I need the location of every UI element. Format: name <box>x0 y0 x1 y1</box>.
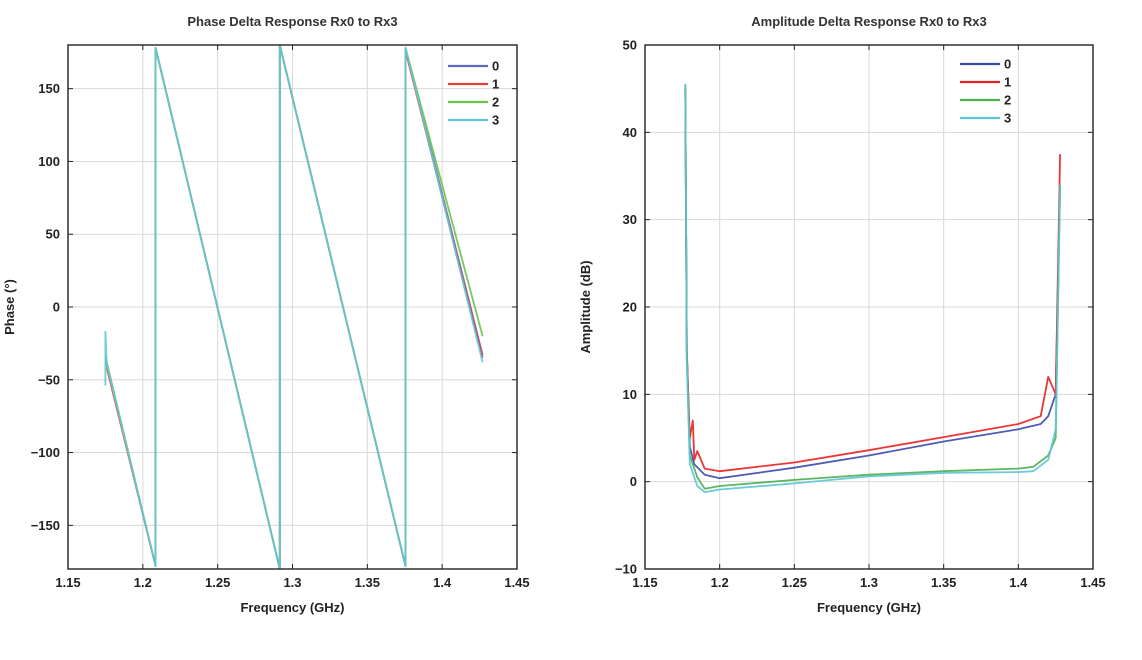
x-axis-label: Frequency (GHz) <box>817 600 921 615</box>
x-tick-label: 1.3 <box>860 575 878 590</box>
x-tick-label: 1.15 <box>632 575 657 590</box>
x-tick-label: 1.35 <box>931 575 956 590</box>
y-tick-label: 0 <box>630 474 637 489</box>
series-group <box>684 84 1061 494</box>
y-tick-label: 20 <box>623 300 637 315</box>
legend: 0 1 2 3 <box>960 57 1011 126</box>
chart-title: Amplitude Delta Response Rx0 to Rx3 <box>751 14 987 29</box>
x-tick-label: 1.25 <box>782 575 807 590</box>
x-tick-label: 1.45 <box>504 575 529 590</box>
series-line-3 <box>684 84 1061 494</box>
x-axis-label: Frequency (GHz) <box>240 600 344 615</box>
chart-title: Phase Delta Response Rx0 to Rx3 <box>187 14 397 29</box>
x-tick-label: 1.45 <box>1080 575 1105 590</box>
series-line-1 <box>684 88 1061 473</box>
y-tick-label: −10 <box>615 562 637 577</box>
x-tick-label: 1.2 <box>134 575 152 590</box>
x-tick-label: 1.4 <box>433 575 452 590</box>
chart-panel-1: 1.15 1.2 1.25 1.3 1.35 1.4 1.45−1001020304050A… <box>578 14 1106 615</box>
y-tick-label: 0 <box>53 300 60 315</box>
y-tick-label: −50 <box>38 372 60 387</box>
series-line-2 <box>684 84 1061 490</box>
y-tick-label: 40 <box>623 125 637 140</box>
y-axis-label: Amplitude (dB) <box>578 260 593 353</box>
y-tick-label: 100 <box>38 154 60 169</box>
x-tick-label: 1.4 <box>1009 575 1028 590</box>
legend-label: 2 <box>1004 93 1011 108</box>
x-tick-label: 1.25 <box>205 575 230 590</box>
legend: 0 1 2 3 <box>448 59 499 128</box>
series-line-0 <box>684 88 1061 480</box>
series-line-3 <box>104 45 484 569</box>
legend-label: 2 <box>492 95 499 110</box>
y-tick-label: 30 <box>623 212 637 227</box>
chart-panel-0: 1.15 1.2 1.25 1.3 1.35 1.4 1.45 −150 −100 −50 0 50 1… <box>2 14 530 615</box>
x-tick-label: 1.35 <box>355 575 380 590</box>
x-tick-label: 1.15 <box>55 575 80 590</box>
y-axis-label: Phase (°) <box>2 279 17 335</box>
y-tick-label: −150 <box>31 518 60 533</box>
y-tick-label: 150 <box>38 81 60 96</box>
y-tick-label: 50 <box>46 227 60 242</box>
x-tick-label: 1.3 <box>283 575 301 590</box>
legend-label: 3 <box>492 113 499 128</box>
legend-label: 3 <box>1004 111 1011 126</box>
x-tick-label: 1.2 <box>711 575 729 590</box>
legend-label: 1 <box>1004 75 1011 90</box>
legend-label: 0 <box>492 59 499 74</box>
y-tick-label: 50 <box>623 38 637 53</box>
legend-label: 0 <box>1004 57 1011 72</box>
series-group <box>104 45 484 569</box>
legend-label: 1 <box>492 77 499 92</box>
y-tick-label: 10 <box>623 387 637 402</box>
y-tick-label: −100 <box>31 445 60 460</box>
